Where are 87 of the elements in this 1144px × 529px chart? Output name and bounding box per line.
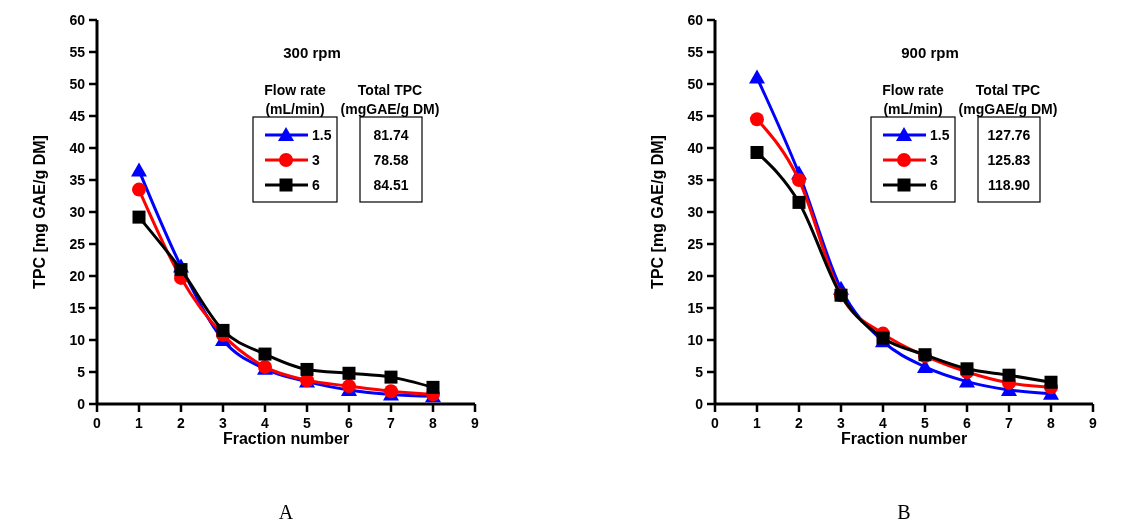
y-tick-label: 0 (77, 395, 86, 412)
legend-label: 3 (930, 151, 938, 168)
annotation: 127.76 (987, 126, 1031, 143)
y-tick-label: 45 (687, 107, 704, 124)
y-tick-label: 30 (69, 203, 86, 220)
y-axis-title: TPC [mg GAE/g DM] (31, 135, 48, 289)
legend-label: 6 (312, 176, 320, 193)
y-tick-label: 20 (687, 267, 704, 284)
x-tick-label: 3 (837, 415, 846, 431)
point (342, 366, 356, 380)
x-tick-label: 8 (1047, 415, 1056, 431)
annotation: 84.51 (373, 176, 409, 193)
y-tick-label: 30 (687, 203, 704, 220)
point (216, 323, 230, 337)
legend-label: 1.5 (930, 126, 950, 143)
y-tick-label: 35 (687, 171, 704, 188)
text: A (278, 501, 294, 523)
point (300, 362, 314, 376)
y-tick-label: 35 (69, 171, 86, 188)
x-tick-label: 1 (753, 415, 762, 431)
y-axis-title: TPC [mg GAE/g DM] (649, 135, 666, 289)
y-tick-label: 25 (687, 235, 704, 252)
x-tick-label: 5 (303, 415, 312, 431)
x-axis-title: Fraction number (222, 430, 350, 447)
y-tick-label: 40 (687, 139, 704, 156)
y-tick-label: 50 (687, 75, 704, 92)
annotation: Total TPC (mgGAE/g DM) (340, 82, 440, 117)
y-tick-label: 0 (695, 395, 704, 412)
annotation: 125.83 (987, 151, 1031, 168)
x-axis-title: Fraction number (840, 430, 968, 447)
point (1044, 375, 1058, 389)
y-tick-label: 55 (687, 43, 704, 60)
y-tick-label: 60 (687, 11, 704, 28)
x-tick-label: 7 (1005, 415, 1014, 431)
point (426, 380, 440, 394)
y-tick-label: 25 (69, 235, 86, 252)
x-tick-label: 7 (387, 415, 396, 431)
y-tick-label: 15 (69, 299, 86, 316)
legend-title: Flow rate (mL/min) (264, 82, 326, 117)
legend-label: 3 (312, 151, 320, 168)
x-tick-label: 0 (711, 415, 720, 431)
x-tick-label: 6 (345, 415, 354, 431)
y-tick-label: 10 (687, 331, 704, 348)
point (384, 370, 398, 384)
x-tick-label: 4 (261, 415, 270, 431)
x-tick-label: 4 (879, 415, 888, 431)
annotation: 118.90 (987, 176, 1031, 193)
y-tick-label: 15 (687, 299, 704, 316)
text: 300 rpm (283, 44, 341, 61)
x-tick-label: 6 (963, 415, 972, 431)
annotation: 81.74 (373, 126, 409, 143)
x-tick-label: 8 (429, 415, 438, 431)
y-tick-label: 60 (69, 11, 86, 28)
x-tick-label: 1 (135, 415, 144, 431)
point (174, 263, 188, 277)
annotation: 78.58 (373, 151, 409, 168)
point (131, 162, 147, 177)
annotation: Total TPC (mgGAE/g DM) (958, 82, 1058, 117)
x-tick-label: 9 (1089, 415, 1098, 431)
point (132, 182, 146, 197)
y-tick-label: 40 (69, 139, 86, 156)
x-tick-label: 5 (921, 415, 930, 431)
x-tick-label: 9 (471, 415, 480, 431)
x-tick-label: 2 (795, 415, 804, 431)
point (258, 347, 272, 361)
x-tick-label: 0 (93, 415, 102, 431)
x-tick-label: 3 (219, 415, 228, 431)
text: 900 rpm (901, 44, 959, 61)
y-tick-label: 50 (69, 75, 86, 92)
y-tick-label: 55 (69, 43, 86, 60)
y-tick-label: 5 (77, 363, 86, 380)
point (750, 145, 764, 159)
y-tick-label: 20 (69, 267, 86, 284)
y-tick-label: 5 (695, 363, 704, 380)
point (749, 69, 765, 84)
point (792, 173, 806, 187)
point (132, 210, 146, 224)
legend-label: 1.5 (312, 126, 332, 143)
legend-title: Flow rate (mL/min) (882, 82, 944, 117)
y-tick-label: 45 (69, 107, 86, 124)
legend-label: 6 (930, 176, 938, 193)
text: B (897, 501, 911, 523)
point (792, 195, 806, 209)
x-tick-label: 2 (177, 415, 186, 431)
point (750, 112, 764, 127)
y-tick-label: 10 (69, 331, 86, 348)
point (1002, 368, 1016, 382)
